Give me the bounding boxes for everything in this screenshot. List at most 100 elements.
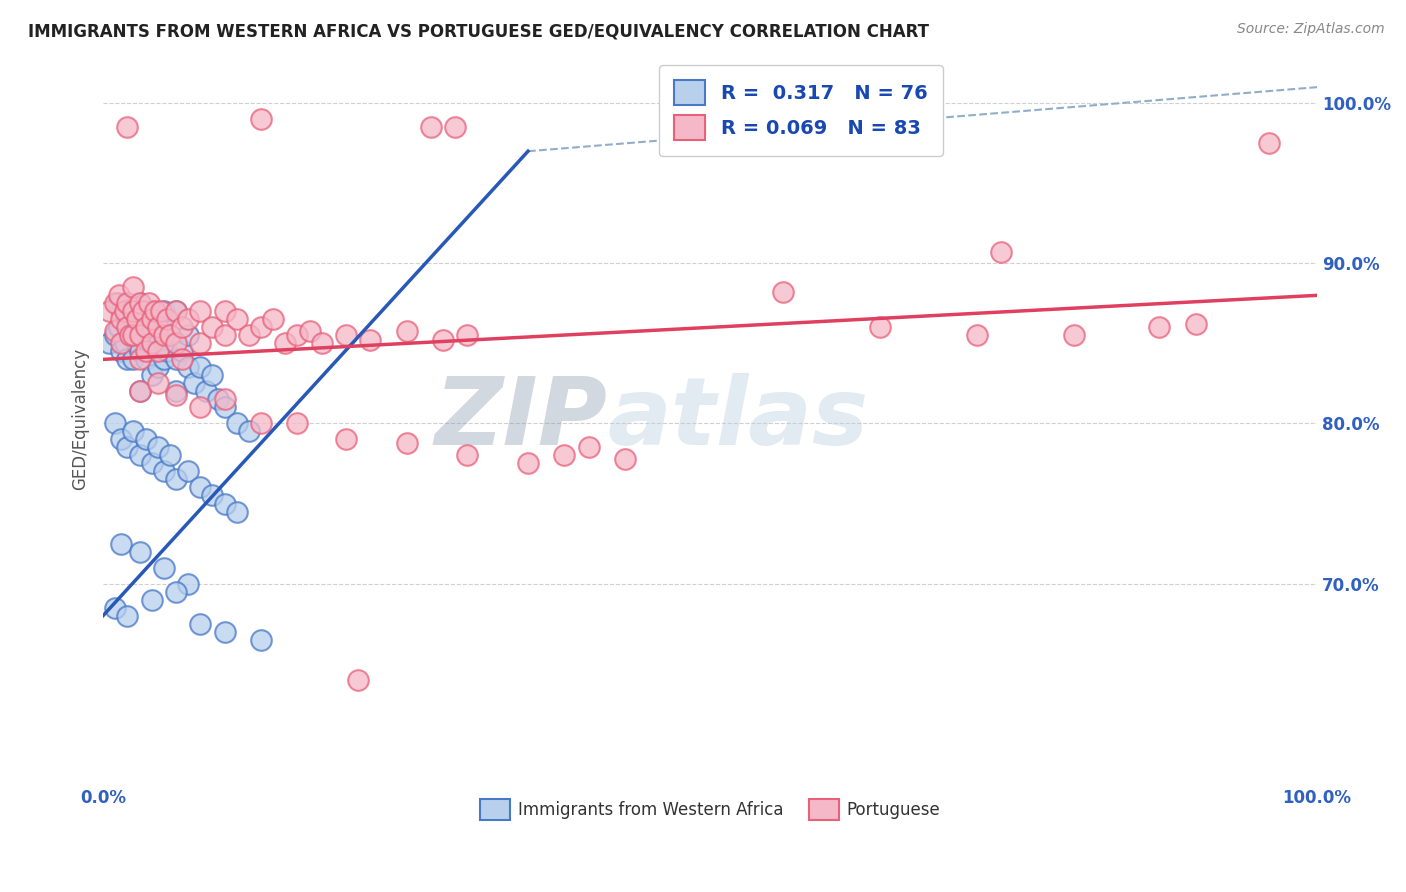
Point bbox=[159, 328, 181, 343]
Point bbox=[117, 120, 139, 135]
Point bbox=[177, 328, 200, 343]
Point bbox=[165, 584, 187, 599]
Point bbox=[207, 392, 229, 407]
Point bbox=[127, 336, 149, 351]
Point bbox=[146, 320, 169, 334]
Point bbox=[153, 560, 176, 574]
Point bbox=[456, 449, 478, 463]
Point bbox=[614, 451, 637, 466]
Point bbox=[165, 304, 187, 318]
Point bbox=[146, 328, 169, 343]
Point bbox=[177, 576, 200, 591]
Point bbox=[117, 608, 139, 623]
Point bbox=[188, 616, 211, 631]
Point bbox=[117, 312, 139, 326]
Legend: Immigrants from Western Africa, Portuguese: Immigrants from Western Africa, Portugue… bbox=[472, 793, 948, 826]
Point bbox=[214, 624, 236, 639]
Point bbox=[188, 360, 211, 375]
Point bbox=[138, 336, 160, 351]
Point bbox=[104, 600, 127, 615]
Point bbox=[195, 384, 218, 399]
Point bbox=[122, 304, 145, 318]
Point bbox=[444, 120, 467, 135]
Point bbox=[110, 536, 132, 550]
Point bbox=[250, 417, 273, 431]
Point bbox=[225, 312, 247, 326]
Point bbox=[110, 344, 132, 359]
Point bbox=[110, 433, 132, 447]
Point bbox=[772, 285, 794, 300]
Point bbox=[128, 449, 150, 463]
Point bbox=[225, 504, 247, 518]
Point bbox=[146, 441, 169, 455]
Point bbox=[456, 328, 478, 343]
Point bbox=[153, 352, 176, 367]
Point bbox=[419, 120, 441, 135]
Point bbox=[201, 368, 224, 383]
Text: IMMIGRANTS FROM WESTERN AFRICA VS PORTUGUESE GED/EQUIVALENCY CORRELATION CHART: IMMIGRANTS FROM WESTERN AFRICA VS PORTUG… bbox=[28, 22, 929, 40]
Point bbox=[578, 441, 600, 455]
Point bbox=[553, 449, 575, 463]
Point bbox=[127, 312, 149, 326]
Point bbox=[990, 245, 1012, 260]
Point bbox=[153, 328, 176, 343]
Point bbox=[165, 304, 187, 318]
Point bbox=[135, 320, 157, 334]
Point bbox=[966, 328, 988, 343]
Point bbox=[128, 296, 150, 310]
Point bbox=[1184, 317, 1206, 331]
Point bbox=[183, 376, 205, 391]
Point bbox=[122, 320, 145, 334]
Point bbox=[108, 320, 131, 334]
Point bbox=[104, 324, 127, 338]
Point bbox=[156, 312, 179, 326]
Point bbox=[214, 401, 236, 415]
Point bbox=[141, 320, 163, 334]
Point bbox=[250, 632, 273, 647]
Point bbox=[287, 417, 309, 431]
Point bbox=[1149, 320, 1171, 334]
Point bbox=[114, 336, 136, 351]
Point bbox=[122, 425, 145, 439]
Point bbox=[250, 112, 273, 127]
Point bbox=[117, 320, 139, 334]
Point bbox=[141, 304, 163, 318]
Point bbox=[156, 344, 179, 359]
Point bbox=[150, 304, 173, 318]
Point bbox=[128, 352, 150, 367]
Point bbox=[177, 360, 200, 375]
Point bbox=[117, 296, 139, 310]
Point bbox=[141, 457, 163, 471]
Point bbox=[117, 441, 139, 455]
Point bbox=[128, 344, 150, 359]
Point bbox=[141, 312, 163, 326]
Point bbox=[114, 304, 136, 318]
Point bbox=[869, 320, 891, 334]
Point bbox=[250, 320, 273, 334]
Point bbox=[98, 336, 121, 351]
Point bbox=[165, 352, 187, 367]
Point bbox=[335, 433, 357, 447]
Point bbox=[98, 304, 121, 318]
Point bbox=[150, 312, 173, 326]
Point bbox=[141, 336, 163, 351]
Point bbox=[128, 328, 150, 343]
Point bbox=[146, 376, 169, 391]
Point bbox=[128, 384, 150, 399]
Point bbox=[188, 401, 211, 415]
Point bbox=[170, 352, 193, 367]
Text: atlas: atlas bbox=[607, 374, 868, 466]
Point bbox=[274, 336, 297, 351]
Point bbox=[214, 328, 236, 343]
Text: Source: ZipAtlas.com: Source: ZipAtlas.com bbox=[1237, 22, 1385, 37]
Point bbox=[153, 336, 176, 351]
Point bbox=[159, 449, 181, 463]
Point bbox=[143, 304, 166, 318]
Point bbox=[201, 320, 224, 334]
Point bbox=[395, 435, 418, 450]
Point bbox=[225, 417, 247, 431]
Point bbox=[177, 312, 200, 326]
Point bbox=[122, 280, 145, 294]
Point bbox=[143, 344, 166, 359]
Point bbox=[170, 320, 193, 334]
